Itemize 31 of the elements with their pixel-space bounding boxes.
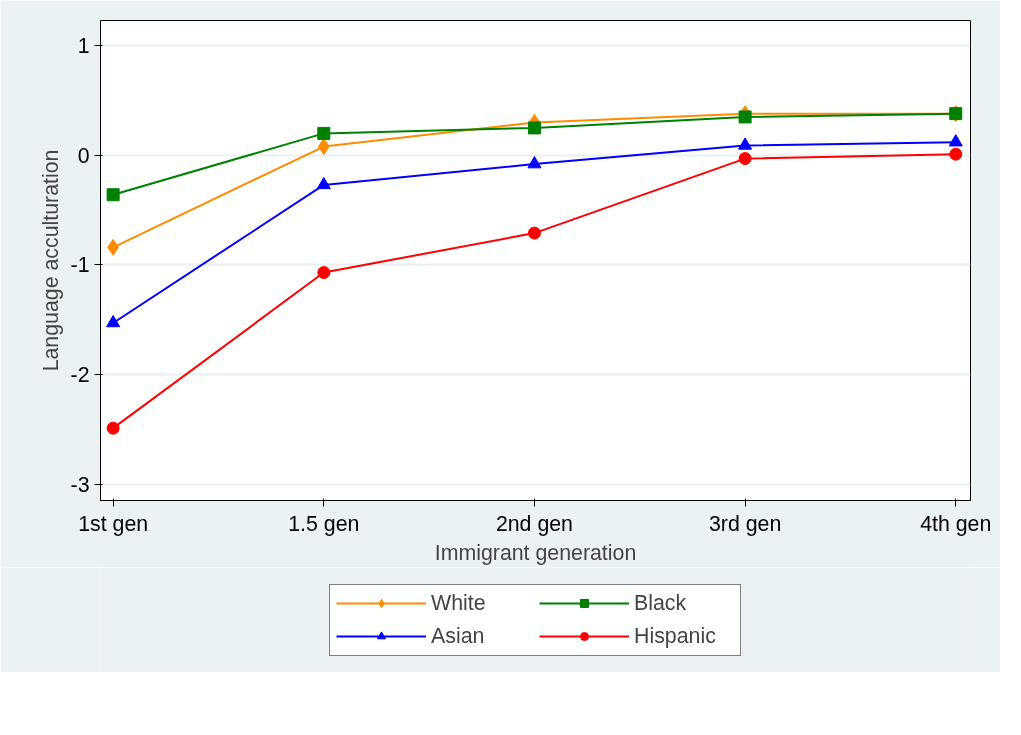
point bbox=[106, 314, 121, 328]
y-tick-label: 0 bbox=[77, 143, 90, 168]
point bbox=[527, 121, 541, 135]
point bbox=[949, 147, 963, 161]
y-tick-label: -1 bbox=[70, 253, 90, 278]
point bbox=[106, 421, 120, 435]
x-tick-label: 1st gen bbox=[78, 511, 149, 536]
x-tick-label: 1.5 gen bbox=[288, 511, 360, 536]
point bbox=[106, 188, 120, 202]
y-tick-label: -3 bbox=[70, 472, 90, 497]
x-tick-label: 2nd gen bbox=[495, 511, 574, 536]
point bbox=[738, 152, 752, 166]
x-tick-label: 4th gen bbox=[920, 511, 992, 536]
y-tick-label: -2 bbox=[70, 362, 90, 387]
point bbox=[527, 156, 542, 169]
point bbox=[738, 110, 752, 124]
legend-label: Black bbox=[634, 590, 688, 616]
point bbox=[317, 138, 330, 156]
x-axis-title: Immigrant generation bbox=[434, 540, 637, 565]
legend-label: Asian bbox=[431, 623, 486, 649]
y-tick-label: 1 bbox=[77, 34, 90, 59]
legend-label: White bbox=[431, 590, 487, 616]
point bbox=[948, 134, 963, 147]
x-tick-label: 3rd gen bbox=[708, 511, 782, 536]
point bbox=[527, 226, 541, 240]
point bbox=[317, 126, 331, 140]
point bbox=[738, 137, 753, 150]
y-axis-title: Language acculturation bbox=[38, 149, 63, 372]
legend-label: Hispanic bbox=[634, 623, 717, 649]
point bbox=[317, 266, 331, 280]
point bbox=[316, 176, 331, 190]
